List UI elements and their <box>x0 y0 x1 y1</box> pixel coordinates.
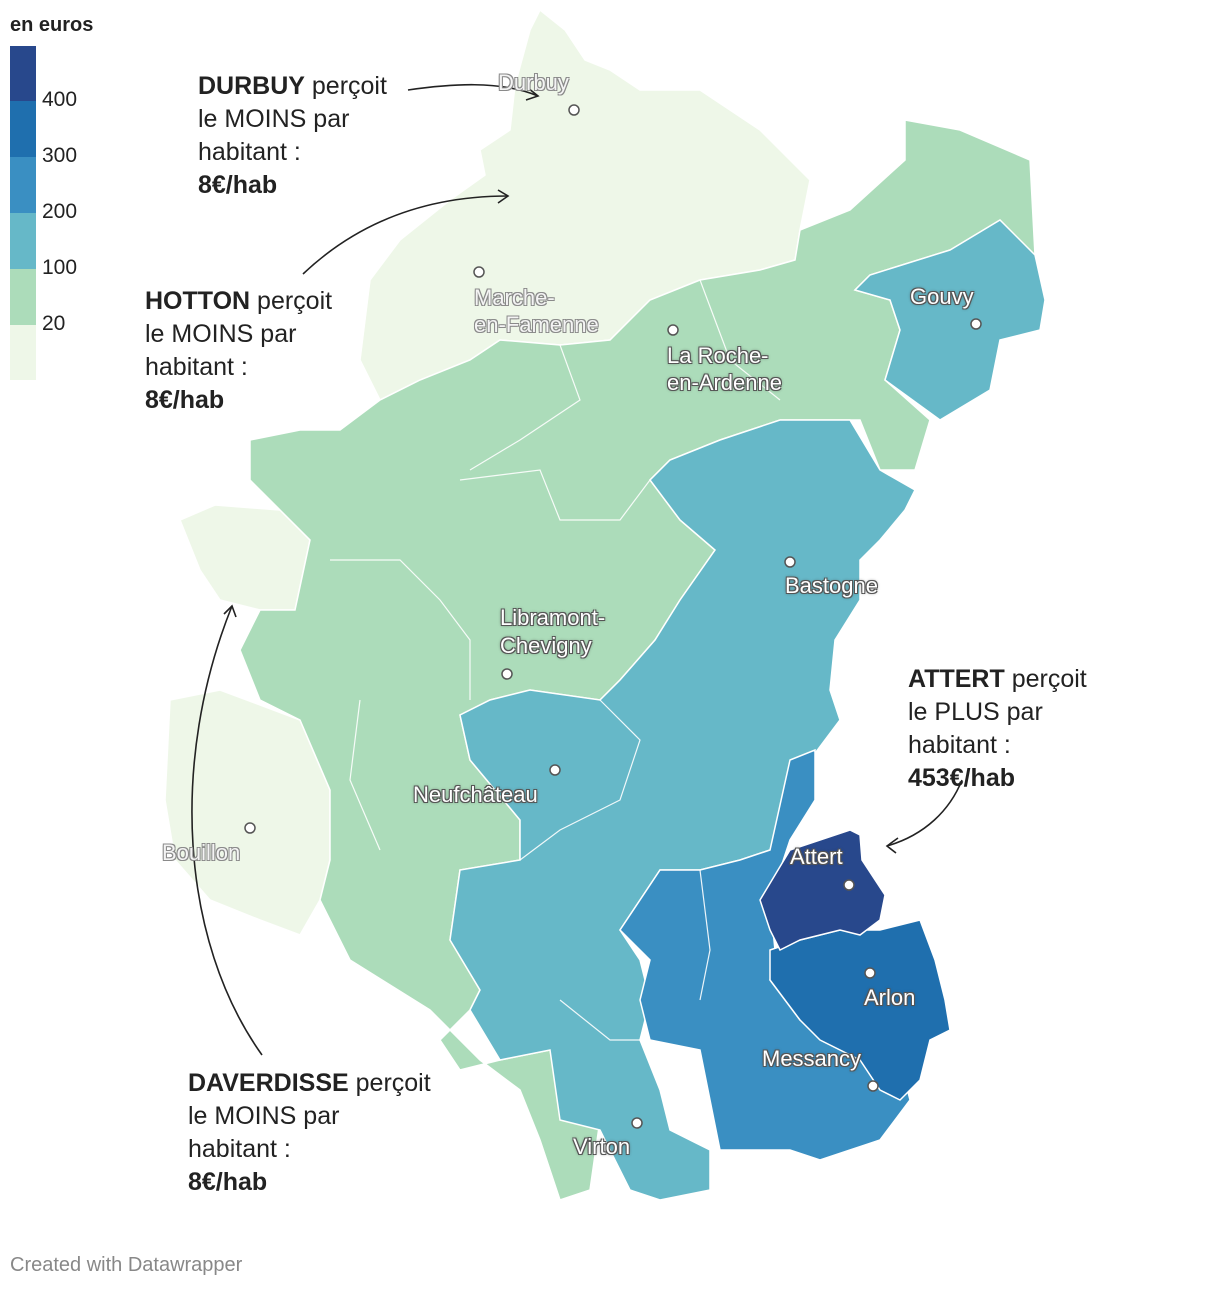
legend-swatch-200-300 <box>10 157 36 213</box>
city-label-bouillon: Bouillon <box>162 840 241 865</box>
region-attert <box>759 829 886 952</box>
annotation-attert-value: 453€/hab <box>908 764 1016 792</box>
arrow-durbuy <box>407 83 539 97</box>
city-dot-messancy <box>867 1080 879 1092</box>
city-label-virton: Virton <box>573 1134 631 1159</box>
legend-swatch-100-200 <box>10 213 36 269</box>
annotation-hotton: HOTTON perçoit le MOINS par habitant : 8… <box>145 285 332 417</box>
annotation-attert-name: ATTERT <box>908 665 1005 693</box>
legend-tick-label: 300 <box>42 144 78 167</box>
city-label-libramont-line2: Chevigny <box>500 633 592 658</box>
city-label-arlon: Arlon <box>864 985 916 1010</box>
annotation-hotton-value: 8€/hab <box>145 386 225 414</box>
city-label-bastogne: Bastogne <box>785 573 878 598</box>
region-blue-gouvy <box>853 219 1046 421</box>
color-legend: en euros 400 300 200 100 20 <box>10 10 130 390</box>
city-label-neufchateau: Neufchâteau <box>413 782 538 807</box>
arrow-attert <box>886 779 963 847</box>
annotation-attert-text3: habitant : <box>908 731 1011 759</box>
city-dot-arlon <box>864 967 876 979</box>
footer-credit: Created with Datawrapper <box>10 1254 243 1276</box>
city-dot-neufchateau <box>549 764 561 776</box>
annotation-daverdisse-name: DAVERDISSE <box>188 1069 349 1097</box>
annotation-durbuy-name: DURBUY <box>198 72 305 100</box>
city-label-laroche-line1: La Roche- <box>667 343 769 368</box>
city-dot-virton <box>631 1117 643 1129</box>
city-label-marche-line2: en-Famenne <box>474 312 599 337</box>
annotation-durbuy-value: 8€/hab <box>198 171 278 199</box>
city-label-messancy: Messancy <box>762 1046 862 1071</box>
annotation-daverdisse: DAVERDISSE perçoit le MOINS par habitant… <box>188 1067 431 1199</box>
city-label-durbuy: Durbuy <box>498 70 569 95</box>
legend-tick-label: 400 <box>42 88 78 111</box>
legend-swatch-below20 <box>10 325 36 380</box>
annotation-durbuy: DURBUY perçoit le MOINS par habitant : 8… <box>198 70 387 202</box>
legend-title: en euros <box>10 14 94 36</box>
city-dot-laroche <box>667 324 679 336</box>
city-dot-marche <box>473 266 485 278</box>
annotation-daverdisse-text1: perçoit <box>348 1069 431 1097</box>
legend-swatch-400plus <box>10 46 36 101</box>
city-dot-gouvy <box>970 318 982 330</box>
arrow-hotton <box>302 195 509 275</box>
arrow-daverdisse <box>191 605 263 1056</box>
annotation-attert-text2: le PLUS par <box>908 698 1043 726</box>
annotation-attert-text1: perçoit <box>1004 665 1087 693</box>
city-label-libramont-line1: Libramont- <box>500 605 606 630</box>
legend-tick-label: 100 <box>42 256 78 279</box>
annotation-hotton-text3: habitant : <box>145 353 248 381</box>
legend-swatch-300-400 <box>10 101 36 157</box>
annotation-daverdisse-text3: habitant : <box>188 1135 291 1163</box>
annotation-durbuy-text1: perçoit <box>304 72 387 100</box>
city-label-marche-line1: Marche- <box>474 285 555 310</box>
city-label-gouvy: Gouvy <box>910 284 974 309</box>
legend-swatch-20-100 <box>10 269 36 325</box>
annotation-hotton-text2: le MOINS par <box>145 320 297 348</box>
annotation-hotton-name: HOTTON <box>145 287 251 315</box>
city-dot-attert <box>843 879 855 891</box>
city-dot-bouillon <box>244 822 256 834</box>
city-label-attert: Attert <box>790 844 843 869</box>
city-dot-durbuy <box>568 104 580 116</box>
city-label-laroche-line2: en-Ardenne <box>667 370 782 395</box>
legend-tick-label: 200 <box>42 200 78 223</box>
city-dot-libramont <box>501 668 513 680</box>
region-lightest-bouillon <box>164 689 331 936</box>
annotation-durbuy-text3: habitant : <box>198 138 301 166</box>
city-dot-bastogne <box>784 556 796 568</box>
annotation-hotton-text1: perçoit <box>250 287 333 315</box>
annotation-daverdisse-value: 8€/hab <box>188 1168 268 1196</box>
annotation-attert: ATTERT perçoit le PLUS par habitant : 45… <box>908 663 1087 795</box>
legend-tick-label: 20 <box>42 312 66 335</box>
annotation-daverdisse-text2: le MOINS par <box>188 1102 340 1130</box>
annotation-durbuy-text2: le MOINS par <box>198 105 350 133</box>
